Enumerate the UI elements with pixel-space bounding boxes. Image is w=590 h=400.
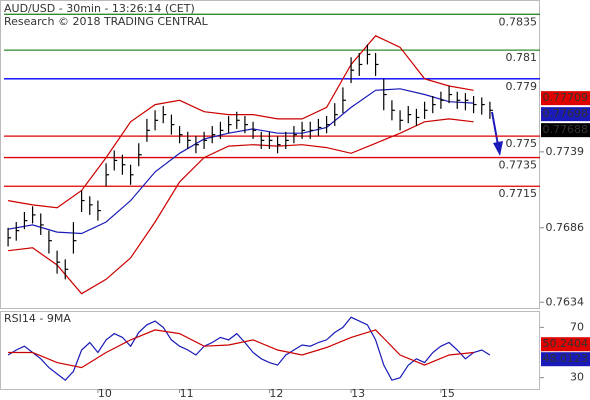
level-label: 0.7715 bbox=[499, 187, 538, 200]
y-tick-label: 30 bbox=[570, 371, 584, 384]
x-tick-label: 15 bbox=[441, 387, 455, 400]
y-tick-label: 70 bbox=[570, 320, 584, 333]
level-label: 0.781 bbox=[506, 51, 538, 64]
rsi-tag-label: 50.2404 bbox=[543, 337, 589, 350]
bollinger-band bbox=[7, 35, 474, 209]
price-tag-label: 0.77688 bbox=[543, 123, 589, 136]
level-label: 0.779 bbox=[506, 80, 538, 93]
price-tag-box bbox=[541, 123, 590, 138]
price-tag-box bbox=[541, 91, 590, 106]
rsi-panel bbox=[0, 311, 540, 390]
rsi-tag-box bbox=[541, 352, 590, 367]
price-tag-label: 0.77709 bbox=[543, 91, 589, 104]
chart-subtitle: Research © 2018 TRADING CENTRAL bbox=[4, 15, 209, 28]
x-tick-label: 11 bbox=[180, 387, 194, 400]
moving-average bbox=[7, 88, 474, 235]
level-label: 0.775 bbox=[506, 137, 538, 150]
rsi-average bbox=[8, 329, 474, 369]
rsi-tag-label: 48.0123 bbox=[543, 352, 589, 365]
bollinger-band bbox=[8, 118, 474, 295]
projection-arrow bbox=[491, 111, 503, 156]
x-tick-label: 13 bbox=[351, 387, 365, 400]
rsi-line bbox=[7, 316, 491, 382]
chart-title: AUD/USD - 30min - 13:26:14 (CET) bbox=[4, 2, 195, 15]
x-tick-label: 10 bbox=[98, 387, 112, 400]
level-label: 0.7735 bbox=[499, 159, 538, 172]
y-tick-label: 0.7686 bbox=[546, 221, 585, 234]
level-label: 0.7835 bbox=[499, 15, 538, 28]
y-tick-label: 0.7739 bbox=[546, 145, 585, 158]
price-tag-box bbox=[541, 107, 590, 122]
rsi-title: RSI14 - 9MA bbox=[4, 312, 71, 325]
rsi-tag-box bbox=[541, 337, 590, 352]
y-tick-label: 0.7634 bbox=[546, 295, 585, 308]
x-tick-label: 12 bbox=[269, 387, 283, 400]
price-panel bbox=[0, 0, 540, 309]
price-tag-label: 0.77698 bbox=[543, 107, 589, 120]
